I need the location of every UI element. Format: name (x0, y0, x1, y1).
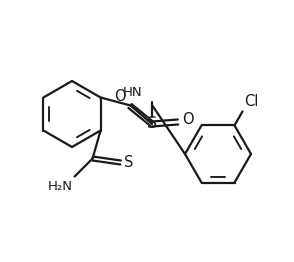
Text: S: S (147, 117, 157, 132)
Text: O: O (114, 89, 126, 104)
Text: S: S (123, 155, 133, 170)
Text: Cl: Cl (245, 94, 259, 110)
Text: HN: HN (122, 86, 142, 99)
Text: O: O (182, 112, 194, 128)
Text: H₂N: H₂N (48, 179, 73, 193)
